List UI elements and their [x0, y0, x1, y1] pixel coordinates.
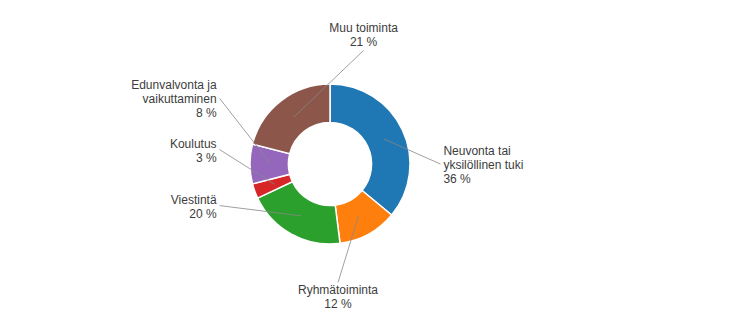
leader-line — [220, 150, 275, 184]
slice-label: Muu toiminta — [329, 21, 398, 35]
slice-label-line: Edunvalvonta ja — [131, 78, 217, 92]
leader-line — [220, 206, 302, 216]
data-label: 12 % — [324, 297, 352, 311]
leader-line — [220, 98, 271, 164]
leader-line — [294, 50, 364, 117]
slice-label-line: Neuvonta tai — [443, 144, 510, 158]
data-label: 36 % — [443, 172, 471, 186]
chart: Neuvonta taiyksilöllinen tuki36 % Ryhmäto… — [0, 0, 750, 329]
slice-label-line: yksilöllinen tuki — [443, 158, 523, 172]
slice-label: Neuvonta taiyksilöllinen tuki — [443, 144, 523, 172]
slice-label-line: vaikuttaminen — [143, 92, 217, 106]
slice-label: Ryhmätoiminta — [298, 283, 378, 297]
slice-label: Viestintä — [171, 193, 217, 207]
data-label: 3 % — [196, 151, 217, 165]
slice-label-line: Koulutus — [170, 137, 217, 151]
slice-label: Koulutus — [170, 137, 217, 151]
donut — [250, 84, 410, 244]
slice — [330, 84, 410, 215]
leader-line — [384, 139, 441, 164]
labels: Neuvonta taiyksilöllinen tuki36 % Ryhmäto… — [131, 21, 523, 311]
slice-label-line: Viestintä — [171, 193, 217, 207]
data-label: 21 % — [350, 35, 378, 49]
slice — [253, 84, 330, 154]
slice-label-line: Ryhmätoiminta — [298, 283, 378, 297]
data-label: 8 % — [196, 106, 217, 120]
data-label: 20 % — [189, 207, 217, 221]
leader-line — [338, 216, 359, 283]
slice — [335, 191, 391, 244]
slice-label-line: Muu toiminta — [329, 21, 398, 35]
slice-label: Edunvalvonta javaikuttaminen — [131, 78, 217, 106]
